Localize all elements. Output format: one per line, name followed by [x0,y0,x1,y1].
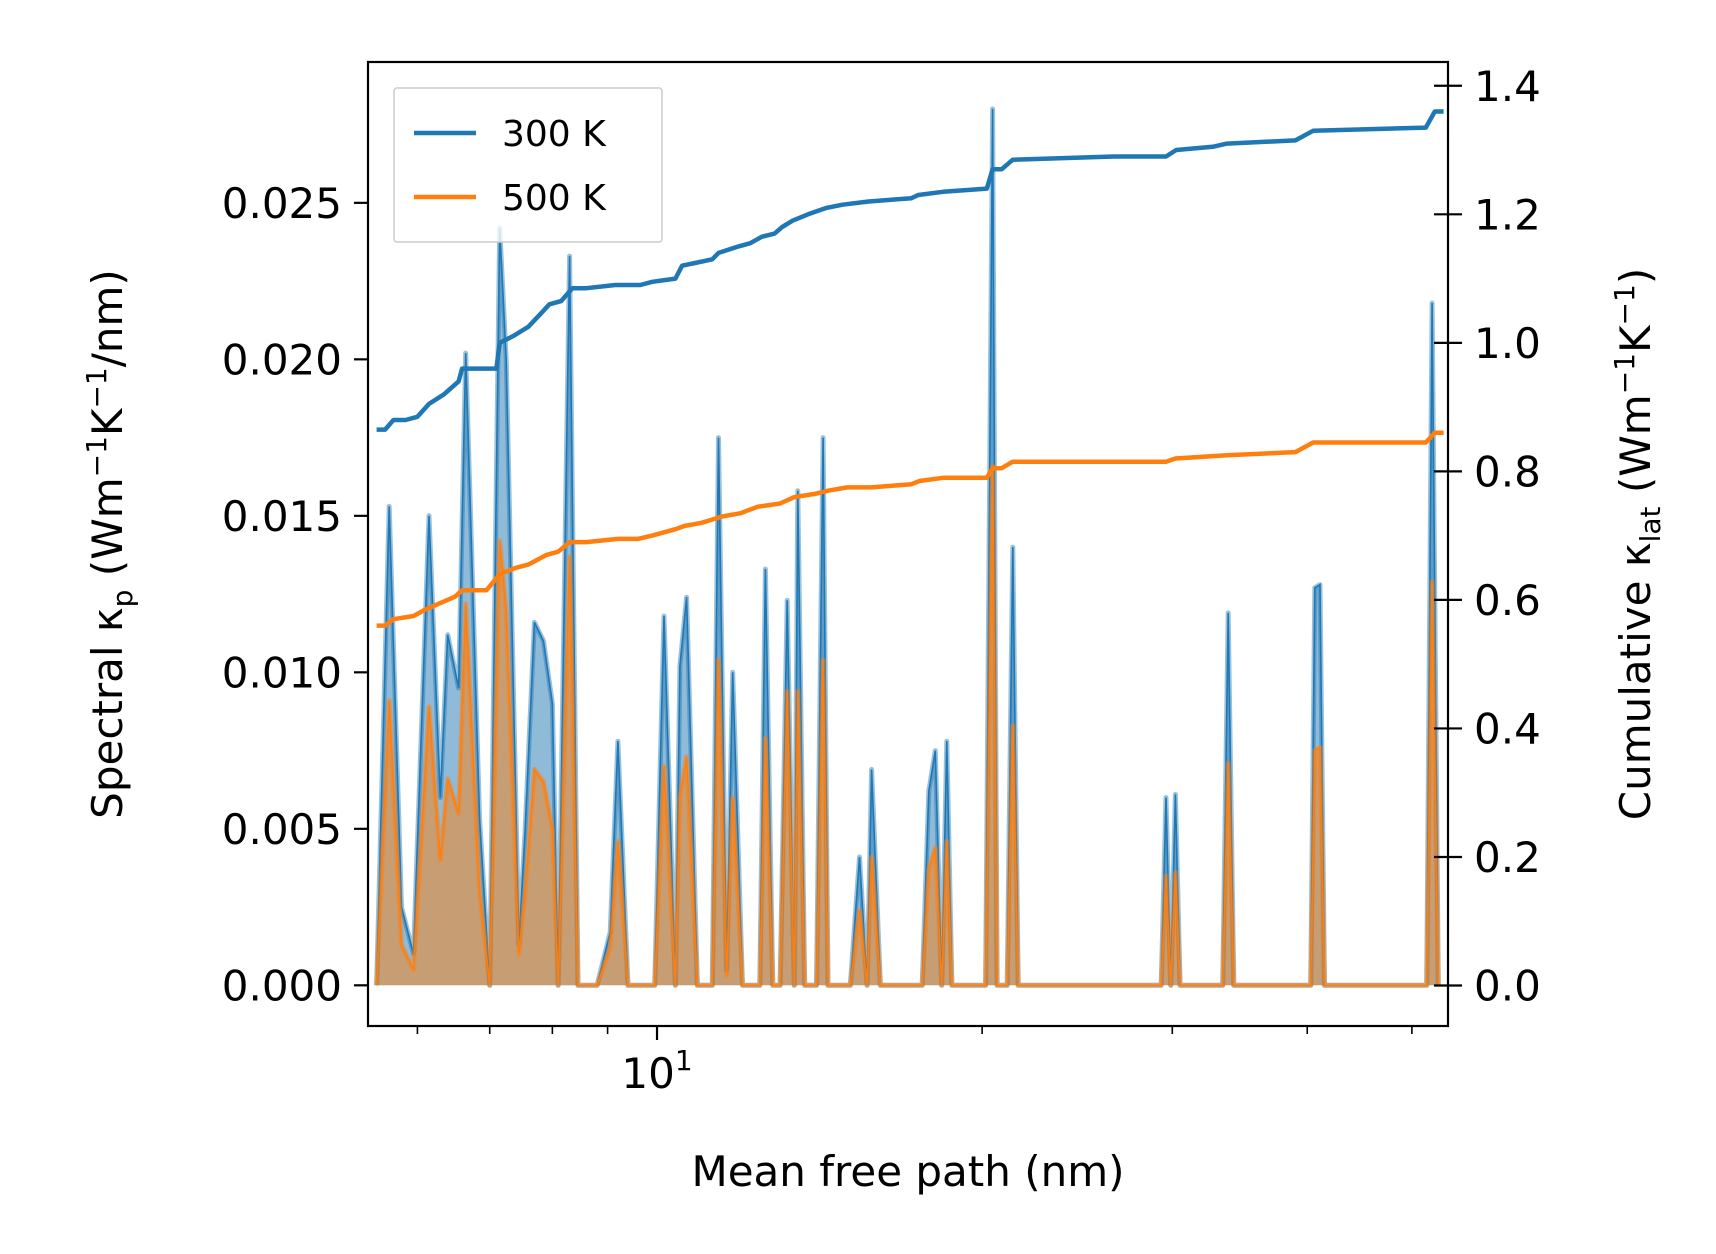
y-right-tick-label: 0.8 [1474,447,1541,496]
y-left-tick-label: 0.010 [222,648,342,697]
y-right-tick-label: 0.4 [1474,704,1541,753]
plot-frame [366,60,1450,1028]
spectral-area-300k [376,108,1439,986]
y-left-tick-label: 0.005 [222,805,342,854]
spectral-line-core-500k [375,465,1440,987]
spectral-fill-layer [376,108,1439,986]
y-left-tick-label: 0.015 [222,492,342,541]
spectral-area-500k [376,465,1439,986]
tick-layer: 0.000 0.005 0.010 0.015 0.020 0.025 0.0 0.2 0.4 0… [222,62,1541,1098]
y-axis-left-label: Spectral κp (Wm−1K−1/nm) [80,269,139,819]
spectral-line-layer [374,106,1441,988]
x-tick-label: 101 [621,1044,692,1098]
legend-label-300k: 300 K [502,114,607,155]
y-right-tick-label: 1.4 [1474,62,1541,111]
y-left-tick-label: 0.020 [222,335,342,384]
y-right-tick-label: 1.0 [1474,319,1541,368]
cumulative-line-300k [376,109,1444,432]
legend-box [393,87,663,243]
x-axis-label: Mean free path (nm) [691,1147,1124,1196]
cumulative-line-500k [376,430,1444,628]
y-right-tick-label: 0.0 [1474,962,1541,1011]
y-left-tick-label: 0.000 [222,961,342,1010]
y-right-tick-label: 0.6 [1474,576,1541,625]
legend: 300 K 500 K [393,87,663,243]
cumulative-line-layer [376,109,1444,628]
y-axis-right-label: Cumulative κlat (Wm−1K−1) [1608,268,1667,820]
legend-label-500k: 500 K [502,178,607,219]
y-right-tick-label: 1.2 [1474,190,1541,239]
y-left-tick-label: 0.025 [222,179,342,228]
y-right-tick-label: 0.2 [1474,833,1541,882]
